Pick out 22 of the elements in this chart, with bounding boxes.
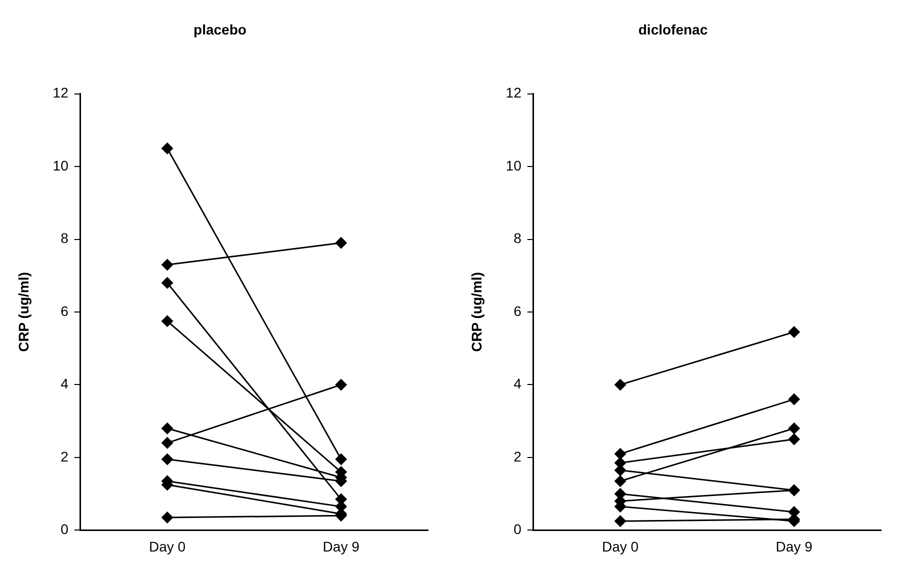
- chart-title: placebo: [194, 21, 246, 38]
- y-tick-label: 0: [514, 521, 522, 538]
- y-axis-title: CRP (ug/ml): [468, 272, 484, 352]
- chart-title: diclofenac: [638, 21, 708, 38]
- y-tick-label: 2: [60, 448, 69, 464]
- x-tick-label: Day 0: [148, 538, 186, 554]
- y-tick-label: 6: [514, 302, 522, 319]
- y-tick-label: 8: [514, 230, 522, 246]
- y-tick-label: 10: [506, 157, 522, 174]
- y-tick-label: 4: [60, 376, 69, 392]
- y-tick-label: 2: [514, 448, 522, 464]
- x-tick-label: Day 0: [602, 538, 639, 554]
- x-tick-label: Day 9: [322, 538, 360, 554]
- x-tick-label: Day 9: [776, 538, 813, 554]
- y-tick-label: 10: [52, 157, 69, 174]
- y-tick-label: 4: [514, 376, 522, 392]
- y-tick-label: 12: [52, 84, 69, 101]
- y-tick-label: 0: [60, 521, 69, 538]
- y-tick-label: 6: [60, 302, 69, 319]
- y-axis-title: CRP (ug/ml): [15, 272, 32, 352]
- y-tick-label: 8: [60, 230, 69, 246]
- y-tick-label: 12: [506, 84, 522, 101]
